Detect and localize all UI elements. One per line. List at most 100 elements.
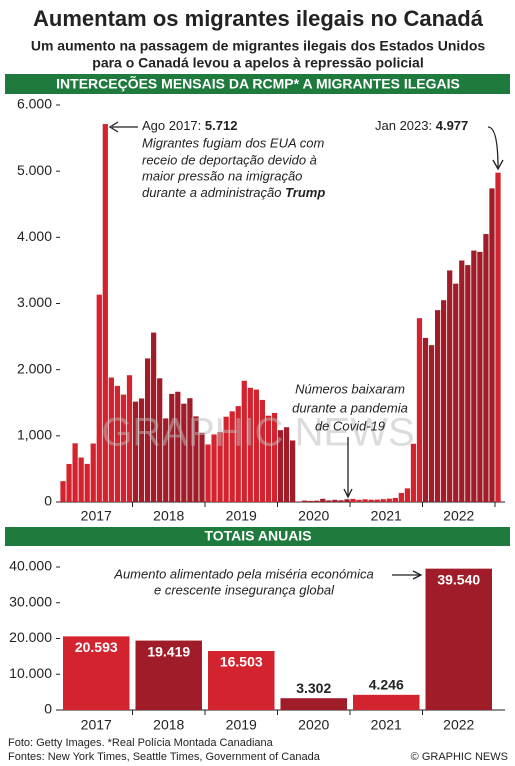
arrow	[487, 126, 504, 171]
bar	[277, 430, 284, 502]
footer-note: Fontes: New York Times, Seattle Times, G…	[8, 751, 321, 763]
subtitle: Um aumento na passagem de migrantes ileg…	[31, 38, 486, 54]
y-tick-label: 0	[44, 701, 52, 717]
y-tick-label: 6.000	[17, 96, 52, 112]
bar	[416, 318, 423, 502]
annotation: durante a administração Trump	[142, 185, 325, 200]
annotation: de Covid-19	[315, 418, 385, 433]
bar	[386, 498, 392, 502]
bar	[199, 432, 205, 502]
annotation: receio de deportação devido à	[142, 152, 317, 167]
y-tick-label: 4.000	[17, 228, 52, 244]
bar	[72, 443, 78, 502]
bar	[392, 497, 398, 502]
value-label: 3.302	[296, 680, 331, 696]
bar	[96, 294, 102, 502]
section-title: TOTAIS ANUAIS	[204, 528, 311, 544]
bar	[447, 270, 453, 502]
bar	[120, 394, 127, 502]
bar	[425, 568, 492, 710]
bar	[90, 443, 96, 502]
annotation-label: Jan 2023:	[375, 118, 432, 133]
annotation-value: 5.712	[205, 118, 238, 133]
x-tick-label: 2021	[371, 508, 402, 524]
y-tick-label: 40.000	[9, 558, 52, 574]
bar	[157, 378, 163, 502]
y-tick-label: 10.000	[9, 665, 52, 681]
bar	[132, 401, 139, 502]
bar	[126, 375, 133, 502]
y-tick-label: 3.000	[17, 294, 52, 310]
y-tick-label: 5.000	[17, 162, 52, 178]
x-tick-label: 2020	[298, 508, 329, 524]
annotation: Migrantes fugiam dos EUA com	[142, 135, 324, 150]
bar	[308, 500, 314, 502]
bar	[374, 499, 380, 502]
bar	[247, 387, 253, 502]
credit: © GRAPHIC NEWS	[411, 751, 508, 763]
y-tick-label: 1,000	[17, 427, 52, 443]
value-label: 19.419	[147, 643, 190, 659]
bar	[314, 500, 320, 502]
bar	[422, 337, 429, 502]
x-tick-label: 2018	[153, 717, 184, 733]
bar	[441, 300, 447, 502]
value-label: 16.503	[220, 654, 263, 670]
annotation: Ago 2017: 5.712	[142, 118, 237, 133]
bar	[489, 188, 495, 502]
bar	[410, 443, 417, 502]
bar	[66, 463, 72, 502]
section-bar	[5, 527, 510, 546]
value-label: 20.593	[75, 639, 118, 655]
y-tick-label: 2.000	[17, 360, 52, 376]
section-bar	[5, 74, 510, 94]
annotation: Aumento alimentado pela miséria económic…	[113, 566, 373, 581]
bar	[211, 434, 217, 502]
title: Aumentam os migrantes ilegais no Canadá	[33, 6, 484, 31]
bar	[187, 398, 193, 502]
bar	[63, 636, 130, 710]
x-tick-label: 2018	[153, 508, 184, 524]
bar	[181, 403, 187, 502]
bar	[241, 380, 247, 502]
x-tick-label: 2017	[81, 508, 112, 524]
bar	[353, 694, 420, 710]
bar	[398, 492, 404, 502]
bar	[229, 411, 235, 502]
bar	[78, 457, 84, 502]
bar	[138, 398, 145, 502]
annotation-label: Ago 2017:	[142, 118, 201, 133]
bar	[102, 124, 108, 502]
bar	[289, 440, 296, 502]
bar	[223, 416, 229, 502]
section-title: INTERCEÇÕES MENSAIS DA RCMP* A MIGRANTES…	[56, 75, 460, 92]
bar	[356, 499, 362, 502]
x-tick-label: 2019	[226, 508, 257, 524]
annotation-line: durante a administração	[142, 185, 285, 200]
x-tick-label: 2019	[226, 717, 257, 733]
bar	[144, 358, 151, 502]
x-tick-label: 2021	[371, 717, 402, 733]
bar	[453, 283, 459, 502]
bar	[380, 499, 386, 502]
annotation: e crescente insegurança global	[154, 582, 335, 597]
bar	[235, 406, 241, 502]
bar	[163, 418, 169, 502]
annotation: maior pressão na imigração	[142, 168, 302, 183]
bar	[108, 377, 114, 502]
arrow	[343, 437, 353, 499]
bar	[465, 265, 471, 502]
bar	[193, 416, 199, 502]
annotation-bold: Trump	[285, 185, 325, 200]
bar	[84, 463, 90, 502]
y-tick-label: 30.000	[9, 593, 52, 609]
bar	[332, 499, 338, 502]
value-label: 4.246	[369, 677, 404, 693]
bar	[368, 499, 374, 502]
x-tick-label: 2020	[298, 717, 329, 733]
bar	[459, 260, 465, 502]
bar	[217, 432, 223, 502]
annotation: Jan 2023: 4.977	[375, 118, 468, 133]
arrow	[108, 121, 138, 133]
